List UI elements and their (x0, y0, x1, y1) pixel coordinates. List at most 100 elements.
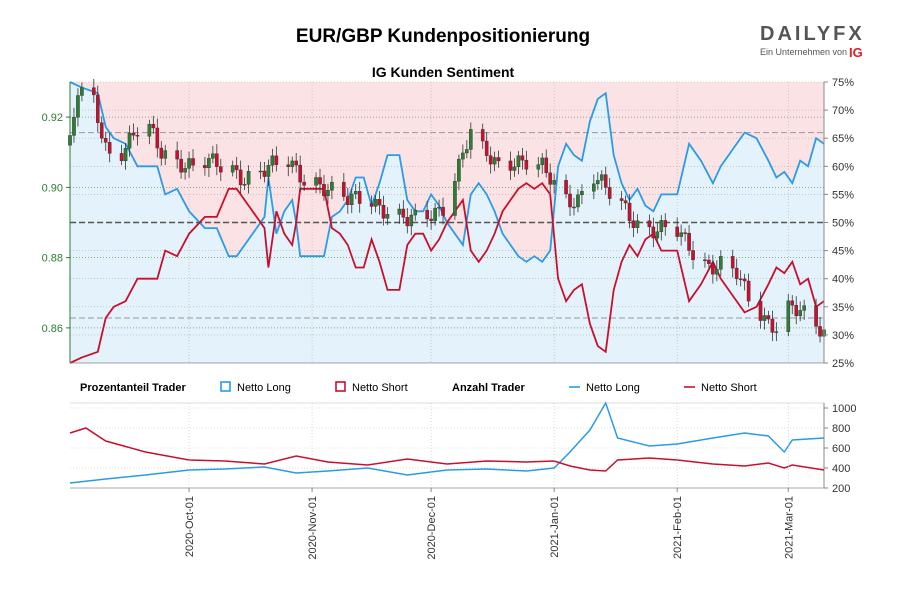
candle-body (520, 155, 525, 161)
candle-body (298, 164, 302, 183)
legend-short-box (335, 381, 346, 392)
candle-body (107, 142, 112, 154)
candle (453, 173, 457, 220)
candle-body (72, 116, 76, 136)
candle (234, 156, 239, 179)
candle-body (80, 87, 84, 96)
legend-group-percent: Prozentanteil Trader (80, 382, 186, 394)
candle (786, 293, 791, 337)
long-percent-line (69, 81, 825, 264)
candle (290, 156, 295, 174)
count-tick-label: 1000 (832, 403, 856, 415)
candle (401, 200, 406, 224)
candle-body (135, 135, 140, 137)
candle (818, 317, 822, 343)
candle (155, 118, 160, 158)
candle (599, 170, 604, 190)
candle (774, 322, 779, 342)
candle (798, 301, 802, 322)
candle (127, 125, 132, 157)
count-tick-label: 800 (832, 423, 850, 435)
candle (270, 148, 275, 173)
candle (437, 199, 441, 217)
candle-body (607, 187, 612, 199)
candle-body (734, 267, 739, 280)
candle-body (516, 155, 521, 168)
candle (330, 175, 334, 200)
candle-body (131, 132, 136, 136)
pct-tick-label: 60% (832, 161, 854, 173)
candle (302, 174, 306, 192)
candle (631, 211, 636, 238)
candle (345, 187, 350, 214)
candle (719, 250, 723, 277)
candle-body (207, 158, 211, 169)
candle-body (218, 166, 223, 173)
candle (242, 177, 247, 191)
candle-body (457, 158, 461, 182)
candle-body (703, 259, 707, 262)
candle-body (480, 129, 485, 142)
candle (480, 123, 485, 149)
long-count-line (69, 401, 825, 484)
candle-body (730, 256, 735, 269)
candle (461, 144, 465, 168)
candle-body (580, 191, 584, 196)
candle (211, 145, 215, 164)
candle-body (568, 193, 572, 208)
candle (564, 174, 568, 199)
candle (99, 116, 104, 144)
candle (738, 270, 743, 287)
candle (814, 298, 818, 335)
candle-body (179, 158, 183, 173)
candle-body (270, 155, 275, 166)
candle-body (290, 160, 295, 167)
short-percent-line (69, 181, 825, 364)
candle (274, 146, 279, 172)
candle (619, 191, 624, 211)
candle (409, 208, 414, 236)
candle (266, 159, 271, 186)
candle-body (123, 148, 128, 162)
candle (72, 107, 76, 143)
candle-body (127, 132, 132, 149)
candle-body (409, 214, 414, 227)
candle-body (187, 158, 191, 169)
candle-body (76, 95, 80, 118)
candle-body (353, 191, 358, 195)
candle-body (211, 153, 215, 159)
candle (131, 123, 136, 141)
candle (544, 149, 549, 178)
candle (520, 148, 525, 170)
candle-body (92, 87, 96, 96)
candle (429, 210, 433, 230)
candle (76, 88, 80, 127)
candle (770, 310, 775, 341)
legend-short-count: Netto Short (701, 382, 757, 394)
candle (441, 197, 445, 225)
candle (548, 163, 552, 194)
candle-body (183, 168, 187, 173)
candle-body (385, 214, 390, 219)
candle-body (484, 140, 489, 156)
candle-body (488, 155, 493, 165)
candle (516, 151, 521, 175)
candle (623, 195, 628, 210)
candle-body (461, 152, 465, 160)
candle (576, 189, 580, 213)
candle-body (512, 166, 517, 171)
candle-body (738, 278, 743, 281)
candle-body (469, 129, 473, 150)
candle (512, 158, 517, 177)
candle-body (647, 220, 652, 228)
candle (508, 151, 513, 180)
candle (758, 291, 763, 329)
candle (119, 144, 124, 166)
candle-body (790, 300, 795, 306)
candle-body (258, 170, 263, 173)
candle-body (492, 157, 497, 165)
candle (353, 184, 358, 200)
legend-long-box (220, 381, 231, 392)
candle-body (437, 206, 441, 209)
